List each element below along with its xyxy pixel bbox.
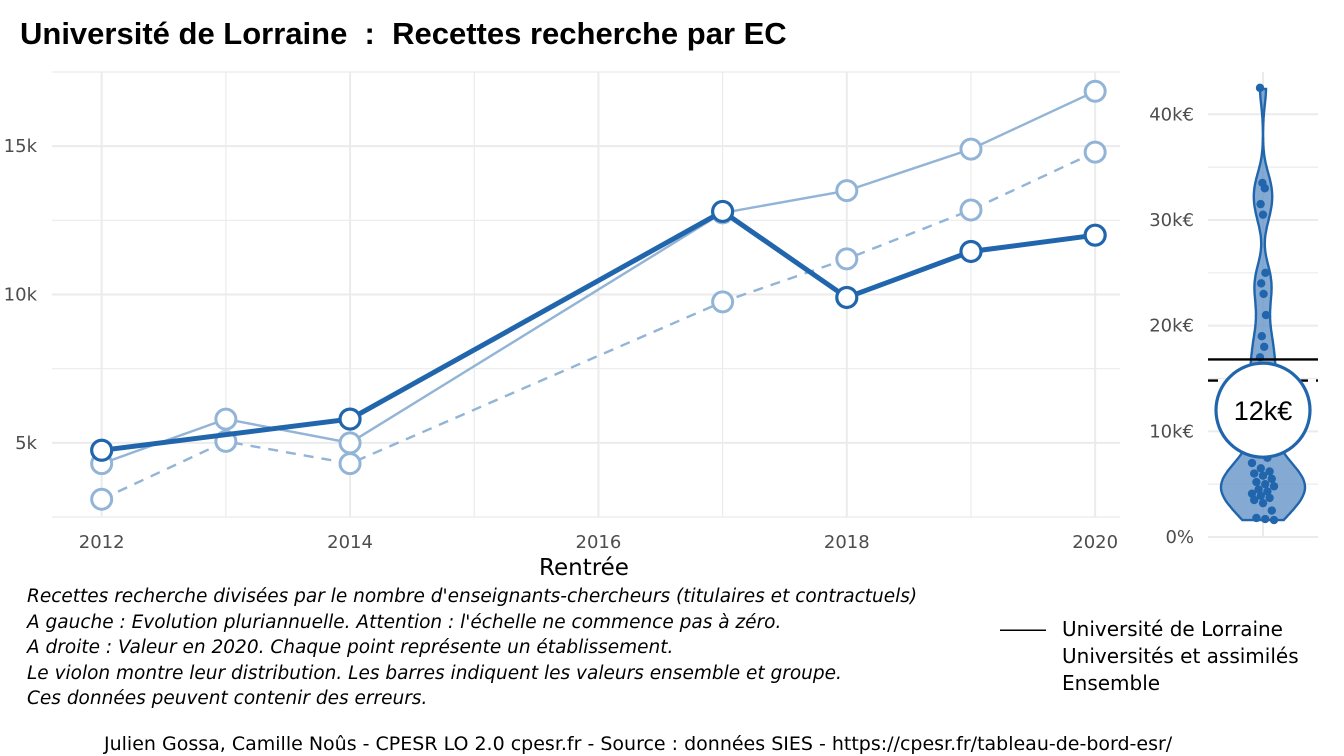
y-tick-label: 0% xyxy=(1165,527,1194,548)
note-line: A gauche : Evolution pluriannuelle. Atte… xyxy=(27,611,782,633)
establishment-point xyxy=(1265,493,1274,503)
data-point xyxy=(835,179,859,203)
establishment-point xyxy=(1256,464,1266,473)
establishment-point xyxy=(1265,467,1274,476)
data-point xyxy=(338,407,362,431)
data-point xyxy=(90,438,114,462)
legend-item: Ensemble xyxy=(1000,669,1299,696)
establishment-point xyxy=(1261,268,1270,277)
x-axis-label: Rentrée xyxy=(539,555,629,581)
establishment-point xyxy=(1261,514,1270,524)
establishment-point xyxy=(1247,458,1257,468)
data-point xyxy=(711,199,735,224)
chart-title: Université de Lorraine : Recettes recher… xyxy=(20,16,787,51)
establishment-point xyxy=(1260,184,1270,193)
y-tick-label: 10k xyxy=(4,285,38,306)
legend-label: Universités et assimilés xyxy=(1062,643,1299,668)
data-point xyxy=(1083,140,1107,164)
chart-notes: Recettes recherche divisées par le nombr… xyxy=(27,584,917,712)
x-tick-label: 2018 xyxy=(824,532,870,553)
y-tick-label: 5k xyxy=(15,433,37,454)
data-point xyxy=(90,487,114,511)
establishment-point xyxy=(1259,289,1268,299)
establishment-point xyxy=(1250,469,1259,478)
establishment-point xyxy=(1258,471,1268,480)
violin-axes: 0% 10k€ 20k€ 30k€ 40k€ xyxy=(1149,104,1194,548)
data-point xyxy=(1083,79,1107,103)
legend-item: Universités et assimilés xyxy=(1000,642,1299,669)
legend-key-dashed xyxy=(1000,654,1046,658)
note-line: Recettes recherche divisées par le nombr… xyxy=(27,586,918,607)
note-line: A droite : Valeur en 2020. Chaque point … xyxy=(27,637,674,659)
legend-key-thick xyxy=(1000,629,1046,631)
chart-canvas: 2012 2014 2016 2018 2020 5k 10k 15k 0% 10k€ 20k€ 3… xyxy=(4,71,1318,581)
establishment-point xyxy=(1263,487,1272,496)
data-point xyxy=(835,285,859,310)
violin-plot: 12k€ xyxy=(1208,83,1318,525)
line-chart-axes: 2012 2014 2016 2018 2020 5k 10k 15k xyxy=(4,136,1118,553)
y-tick-label: 10k€ xyxy=(1149,421,1194,442)
data-point xyxy=(835,247,859,271)
legend-label: Université de Lorraine xyxy=(1062,616,1283,641)
data-point xyxy=(214,407,238,431)
x-tick-label: 2016 xyxy=(576,532,622,553)
legend-item: Université de Lorraine xyxy=(1000,615,1299,642)
establishment-point xyxy=(1258,210,1268,219)
establishment-point xyxy=(1247,489,1257,498)
y-tick-label: 20k€ xyxy=(1149,316,1194,337)
y-tick-label: 15k xyxy=(4,136,38,157)
establishment-point xyxy=(1254,485,1263,494)
note-line: Le violon montre leur distribution. Les … xyxy=(27,662,842,684)
x-tick-label: 2014 xyxy=(327,532,373,553)
data-point xyxy=(959,198,983,222)
chart-legend: Université de Lorraine Universités et as… xyxy=(1000,615,1299,696)
line-chart-series xyxy=(90,79,1107,511)
data-point xyxy=(338,431,362,455)
establishment-point xyxy=(1256,491,1266,500)
establishment-point xyxy=(1269,515,1279,525)
establishment-point xyxy=(1267,506,1277,515)
establishment-point xyxy=(1261,479,1270,489)
y-tick-label: 30k€ xyxy=(1149,210,1194,231)
establishment-point xyxy=(1250,495,1259,505)
legend-label: Ensemble xyxy=(1062,670,1161,695)
data-point xyxy=(338,452,362,476)
establishment-point xyxy=(1267,474,1277,484)
x-tick-label: 2020 xyxy=(1072,532,1118,553)
series-line xyxy=(101,208,1096,453)
data-point xyxy=(711,290,735,314)
establishment-point xyxy=(1256,199,1265,209)
line-chart-grid xyxy=(52,71,1120,518)
data-point xyxy=(959,137,983,161)
y-tick-label: 40k€ xyxy=(1149,104,1194,125)
x-tick-label: 2012 xyxy=(79,532,125,553)
establishment-point xyxy=(1257,332,1267,341)
establishment-point xyxy=(1260,342,1269,351)
source-caption: Julien Gossa, Camille Noûs - CPESR LO 2.… xyxy=(104,733,1173,755)
establishment-point xyxy=(1269,482,1279,491)
highlight-circle xyxy=(1214,361,1312,459)
legend-key-thin xyxy=(1000,681,1046,685)
establishment-point xyxy=(1255,83,1265,93)
establishment-point xyxy=(1252,477,1261,487)
establishment-point xyxy=(1252,513,1261,523)
establishment-point xyxy=(1257,279,1266,288)
establishment-point xyxy=(1258,498,1268,508)
note-line: Ces données peuvent contenir des erreurs… xyxy=(27,688,428,710)
data-point xyxy=(1083,223,1107,247)
data-point xyxy=(959,239,983,264)
highlight-value-label: 12k€ xyxy=(1234,396,1293,426)
establishment-point xyxy=(1261,310,1271,320)
